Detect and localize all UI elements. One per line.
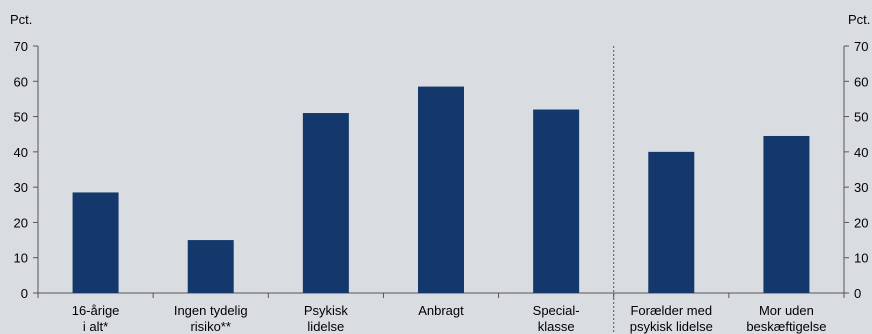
y-tick-label-right: 30 [854, 180, 868, 195]
category-label: lidelse [307, 319, 344, 334]
y-tick-label-left: 30 [14, 180, 28, 195]
y-tick-label-right: 10 [854, 251, 868, 266]
y-tick-label-right: 20 [854, 215, 868, 230]
bar [302, 113, 349, 294]
category-label: Ingen tydelig [174, 303, 248, 318]
y-axis-right: 0 10 20 30 40 50 60 70 [844, 39, 868, 301]
bar [648, 151, 695, 293]
bar [72, 192, 119, 293]
y-tick-label-left: 20 [14, 215, 28, 230]
y-tick-label-right: 60 [854, 74, 868, 89]
category-label: beskæftigelse [746, 319, 826, 334]
y-tick-label-left: 0 [21, 286, 28, 301]
y-tick-label-left: 10 [14, 251, 28, 266]
y-tick-label-right: 0 [854, 286, 861, 301]
y-tick-label-left: 70 [14, 39, 28, 54]
category-label: psykisk lidelse [630, 319, 713, 334]
y-unit-right: Pct. [848, 12, 870, 27]
category-label: Psykisk [304, 303, 349, 318]
category-label: 16-årige [72, 303, 120, 318]
y-axis-left: 0 10 20 30 40 50 60 70 [14, 39, 38, 301]
y-unit-left: Pct. [10, 12, 32, 27]
bars [72, 86, 810, 294]
category-label: Anbragt [418, 303, 464, 318]
category-label: klasse [538, 319, 575, 334]
category-label: risiko** [190, 319, 230, 334]
category-label: i alt* [83, 319, 108, 334]
bar [533, 109, 580, 293]
category-label: Mor uden [759, 303, 814, 318]
y-tick-label-right: 70 [854, 39, 868, 54]
y-tick-label-right: 50 [854, 110, 868, 125]
category-label: Forælder med [630, 303, 712, 318]
y-tick-label-right: 40 [854, 145, 868, 160]
bar [763, 135, 810, 293]
category-label: Special- [533, 303, 580, 318]
bar [187, 240, 234, 293]
y-tick-label-left: 60 [14, 74, 28, 89]
bar [418, 86, 464, 293]
y-tick-label-left: 40 [14, 145, 28, 160]
y-tick-label-left: 50 [14, 110, 28, 125]
